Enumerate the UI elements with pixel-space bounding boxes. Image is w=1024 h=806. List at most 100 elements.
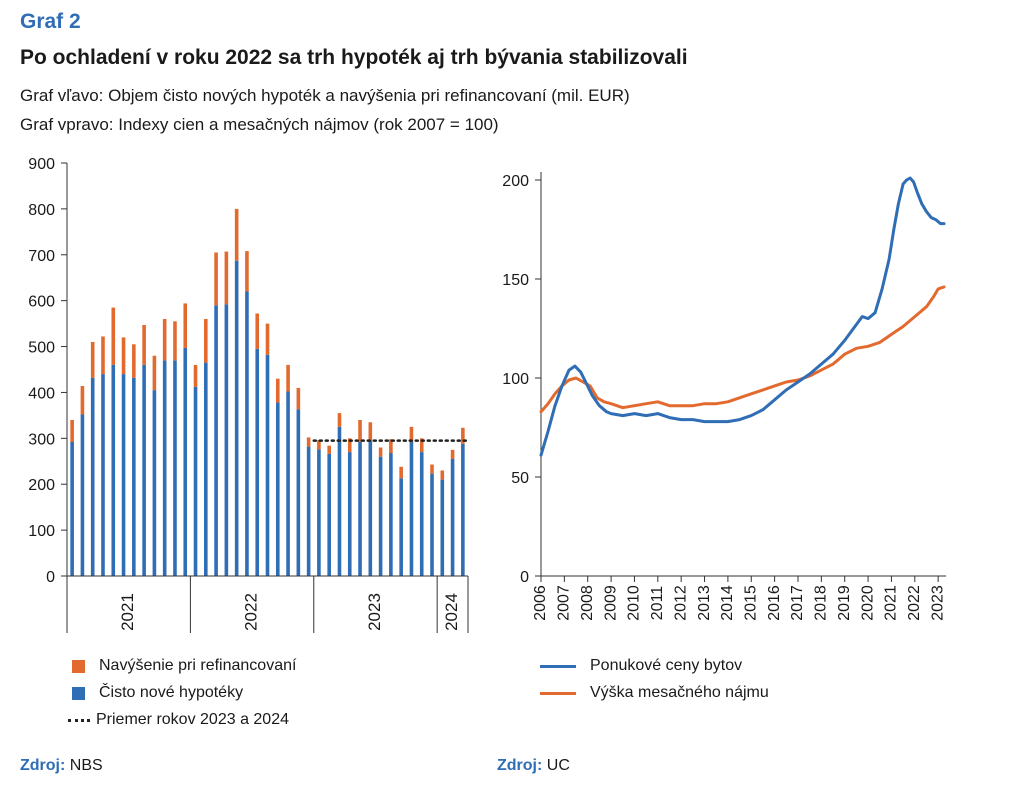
bar-refinancing: [317, 440, 321, 450]
x-tick-label: 2018: [813, 585, 830, 621]
x-tick-label: 2019: [836, 585, 853, 621]
bar-new-mortgages: [296, 409, 301, 576]
x-tick-label: 2022: [906, 585, 923, 621]
legend-item-flat-prices: Ponukové ceny bytov: [540, 657, 742, 675]
bar-new-mortgages: [461, 443, 465, 576]
year-label: 2024: [442, 593, 461, 631]
bar-refinancing: [193, 364, 198, 387]
bar-new-mortgages: [132, 377, 136, 576]
legend-label: Priemer rokov 2023 a 2024: [96, 711, 289, 728]
bar-refinancing: [347, 438, 352, 453]
figure-number: Graf 2: [20, 10, 81, 33]
x-tick-label: 2021: [883, 585, 900, 621]
legend-item-new-mortgages: Čisto nové hypotéky: [72, 684, 243, 702]
bar-refinancing: [296, 387, 301, 410]
bar-new-mortgages: [265, 354, 270, 576]
source-label: Zdroj:: [497, 757, 543, 774]
y-tick-label: 0: [520, 569, 529, 586]
x-tick-label: 2012: [672, 585, 689, 621]
bar-new-mortgages: [162, 360, 167, 576]
series-line-rent: [539, 285, 946, 414]
bar-refinancing: [152, 355, 157, 391]
y-tick-label: 100: [28, 523, 55, 540]
x-tick-label: 2008: [579, 585, 596, 621]
x-tick-label: 2006: [532, 585, 549, 621]
bar-refinancing: [265, 323, 270, 355]
new-mortgages-swatch: [72, 686, 85, 700]
y-tick-label: 500: [28, 340, 55, 357]
source-left: Zdroj: NBS: [20, 757, 103, 775]
y-tick-label: 50: [511, 470, 529, 487]
bar-refinancing: [132, 344, 136, 378]
bar-refinancing: [389, 439, 393, 454]
bar-new-mortgages: [419, 452, 424, 576]
source-right: Zdroj: UC: [497, 757, 570, 775]
legend-item-rent: Výška mesačného nájmu: [540, 684, 769, 702]
y-tick-label: 200: [502, 173, 529, 190]
bar-refinancing: [327, 445, 331, 454]
bar-refinancing: [70, 419, 74, 443]
x-tick-label: 2007: [556, 585, 573, 621]
bar-new-mortgages: [399, 478, 403, 576]
bar-new-mortgages: [193, 386, 198, 576]
legend-label: Čisto nové hypotéky: [99, 684, 244, 701]
bar-refinancing: [286, 364, 290, 392]
bar-refinancing: [409, 426, 414, 443]
x-tick-label: 2013: [696, 585, 713, 621]
x-tick-label: 2020: [859, 585, 876, 621]
x-tick-label: 2023: [929, 585, 946, 621]
bar-refinancing: [162, 319, 167, 361]
flat-prices-swatch: [540, 664, 576, 668]
bar-refinancing: [337, 413, 342, 427]
refinancing-swatch: [72, 659, 85, 673]
y-tick-label: 0: [46, 569, 55, 586]
bar-new-mortgages: [173, 360, 177, 576]
y-tick-label: 300: [28, 431, 55, 448]
bar-new-mortgages: [327, 453, 331, 576]
bar-new-mortgages: [121, 374, 126, 576]
y-tick-label: 100: [502, 371, 529, 388]
subtitle-left-chart: Graf vľavo: Objem čisto nových hypoték a…: [20, 86, 630, 105]
bar-new-mortgages: [142, 364, 146, 576]
source-value: UC: [546, 757, 570, 774]
bar-new-mortgages: [358, 442, 362, 576]
y-tick-label: 900: [28, 156, 55, 173]
bar-refinancing: [204, 319, 208, 363]
year-label: 2021: [118, 593, 137, 631]
bar-refinancing: [90, 341, 95, 378]
bar-refinancing: [368, 422, 373, 441]
bar-new-mortgages: [183, 347, 188, 576]
bar-refinancing: [142, 324, 146, 365]
bar-new-mortgages: [286, 391, 290, 576]
bar-refinancing: [306, 437, 311, 447]
y-tick-label: 800: [28, 202, 55, 219]
bar-new-mortgages: [214, 305, 218, 576]
bar-refinancing: [234, 208, 239, 261]
x-tick-label: 2015: [742, 585, 759, 621]
bar-refinancing: [358, 419, 362, 443]
y-tick-label: 200: [28, 477, 55, 494]
bar-new-mortgages: [70, 442, 74, 576]
source-value: NBS: [69, 757, 103, 774]
legend-label: Ponukové ceny bytov: [590, 657, 743, 674]
bar-refinancing: [173, 321, 177, 361]
bar-new-mortgages: [430, 473, 434, 576]
y-tick-label: 600: [28, 294, 55, 311]
bar-refinancing: [430, 464, 434, 474]
bar-new-mortgages: [245, 291, 249, 576]
x-tick-label: 2011: [649, 586, 666, 621]
bar-new-mortgages: [440, 479, 445, 576]
y-tick-label: 150: [502, 272, 529, 289]
bar-new-mortgages: [234, 260, 239, 576]
bar-refinancing: [245, 251, 249, 292]
bar-refinancing: [419, 438, 424, 453]
bar-new-mortgages: [368, 440, 373, 576]
bar-refinancing: [255, 313, 260, 349]
source-label: Zdroj:: [20, 757, 66, 774]
legend-label: Navýšenie pri refinancovaní: [99, 657, 297, 674]
x-tick-label: 2016: [766, 585, 783, 621]
x-tick-label: 2017: [789, 585, 806, 621]
y-tick-label: 700: [28, 248, 55, 265]
x-tick-label: 2014: [719, 585, 736, 621]
